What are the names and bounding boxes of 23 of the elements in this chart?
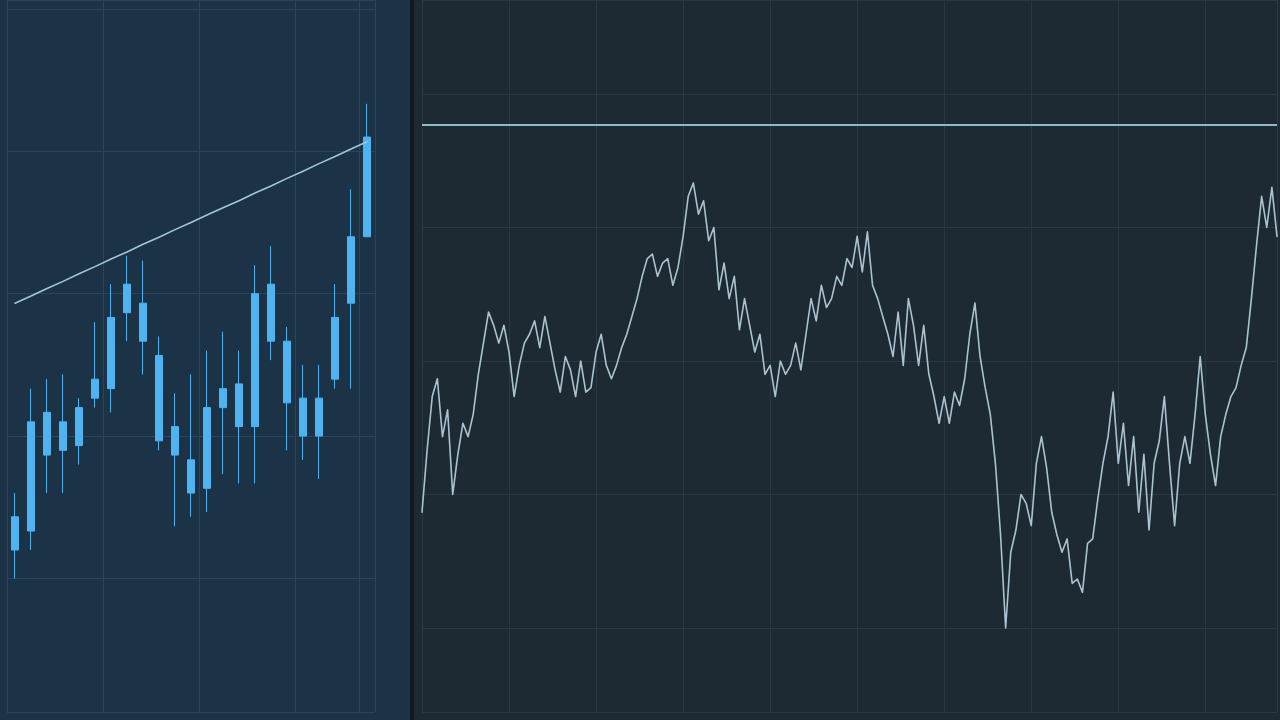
candlestick — [219, 331, 227, 475]
candlestick — [347, 188, 355, 390]
candlestick — [299, 364, 307, 461]
candlestick — [27, 388, 35, 551]
candlestick — [107, 283, 115, 413]
candlestick — [331, 283, 339, 390]
candlestick — [59, 373, 67, 494]
candlestick — [43, 378, 51, 494]
candlestick — [267, 245, 275, 361]
candlestick — [315, 364, 323, 480]
candlestick — [283, 326, 291, 451]
candlestick — [235, 350, 243, 485]
candlestick — [363, 103, 371, 238]
candlestick — [203, 350, 211, 513]
candlestick — [91, 321, 99, 409]
candlestick — [139, 259, 147, 375]
candlestick — [251, 264, 259, 485]
candlestick — [187, 373, 195, 518]
candlestick — [155, 335, 163, 451]
candlestick — [75, 397, 83, 466]
candlestick — [11, 492, 19, 579]
candlestick — [171, 392, 179, 527]
candlestick — [123, 255, 131, 342]
